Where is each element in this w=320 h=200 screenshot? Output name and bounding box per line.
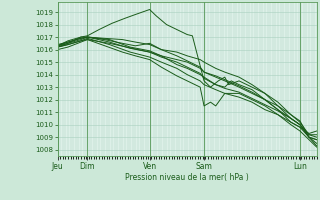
X-axis label: Pression niveau de la mer( hPa ): Pression niveau de la mer( hPa ) — [125, 173, 249, 182]
